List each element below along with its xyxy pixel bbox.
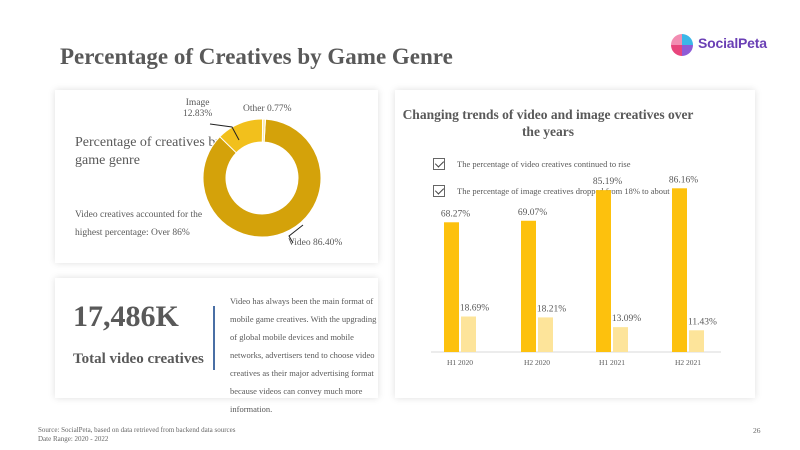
bar-image	[461, 316, 476, 352]
bar-image	[538, 317, 553, 352]
bar-video	[596, 190, 611, 352]
trend-title: Changing trends of video and image creat…	[402, 107, 694, 139]
bar-label-image: 11.43%	[688, 317, 717, 327]
bar-label-image: 18.21%	[537, 304, 566, 314]
logo-text: SocialPeta	[698, 35, 767, 51]
donut-label-image-value: 12.83%	[183, 109, 213, 119]
donut-note: Video creatives accounted for the highes…	[75, 210, 203, 238]
checkbox-icon	[433, 185, 445, 197]
bar-image	[613, 327, 628, 352]
total-video-description: Video has always been the main format of…	[230, 296, 377, 414]
x-tick-label: H2 2021	[675, 358, 701, 367]
page-number: 26	[753, 426, 761, 435]
check-text: The percentage of image creatives droppe…	[457, 186, 688, 196]
leader-line-video	[288, 224, 304, 244]
bar-label-image: 13.09%	[612, 314, 641, 324]
bar-video	[444, 222, 459, 352]
donut-slice-other	[261, 118, 267, 143]
vertical-divider	[213, 306, 215, 370]
checkbox-icon	[433, 158, 445, 170]
bar-chart: 68.27% 18.69% H1 2020 69.07% 18.21% H2 2020 85…	[431, 175, 721, 367]
bar-video	[672, 188, 687, 352]
bar-label-video: 68.27%	[441, 209, 470, 219]
donut-label-image-name: Image	[185, 98, 210, 108]
trend-card: Changing trends of video and image creat…	[395, 90, 755, 398]
logo-mark-icon	[671, 34, 693, 56]
total-video-card: 17,486K Total video creatives Video has …	[55, 278, 378, 414]
check-item-image: The percentage of image creatives droppe…	[433, 185, 687, 197]
bar-image	[689, 330, 704, 352]
check-item-video: The percentage of video creatives contin…	[433, 158, 630, 170]
bar-label-video: 86.16%	[669, 175, 698, 185]
donut-heading: Percentage of creatives by game genre	[75, 135, 223, 168]
leader-line-image	[209, 123, 240, 141]
total-video-label: Total video creatives	[73, 351, 204, 367]
donut-slice-video	[202, 118, 322, 238]
bar-label-image: 18.69%	[460, 303, 489, 313]
source-line: Source: SocialPeta, based on data retrie…	[38, 426, 236, 434]
genre-share-card: Percentage of creatives by game genre Vi…	[55, 90, 378, 263]
donut-label-image: Image 12.83%	[183, 98, 212, 120]
x-tick-label: H1 2021	[599, 358, 625, 367]
bar-video	[521, 220, 536, 352]
total-video-value: 17,486K	[73, 300, 179, 333]
bar-label-video: 85.19%	[593, 177, 622, 187]
check-text: The percentage of video creatives contin…	[457, 159, 631, 169]
x-tick-label: H1 2020	[447, 358, 473, 367]
bar-label-video: 69.07%	[518, 208, 547, 218]
donut-label-video: Video 86.40%	[288, 238, 343, 248]
socialpeta-logo: SocialPeta	[670, 32, 780, 58]
source-note: Source: SocialPeta, based on data retrie…	[38, 426, 235, 443]
x-tick-label: H2 2020	[524, 358, 550, 367]
page-title: Percentage of Creatives by Game Genre	[60, 44, 453, 69]
date-range: Date Range: 2020 - 2022	[38, 434, 109, 443]
donut-label-other: Other 0.77%	[243, 104, 292, 114]
donut-chart	[202, 118, 322, 244]
